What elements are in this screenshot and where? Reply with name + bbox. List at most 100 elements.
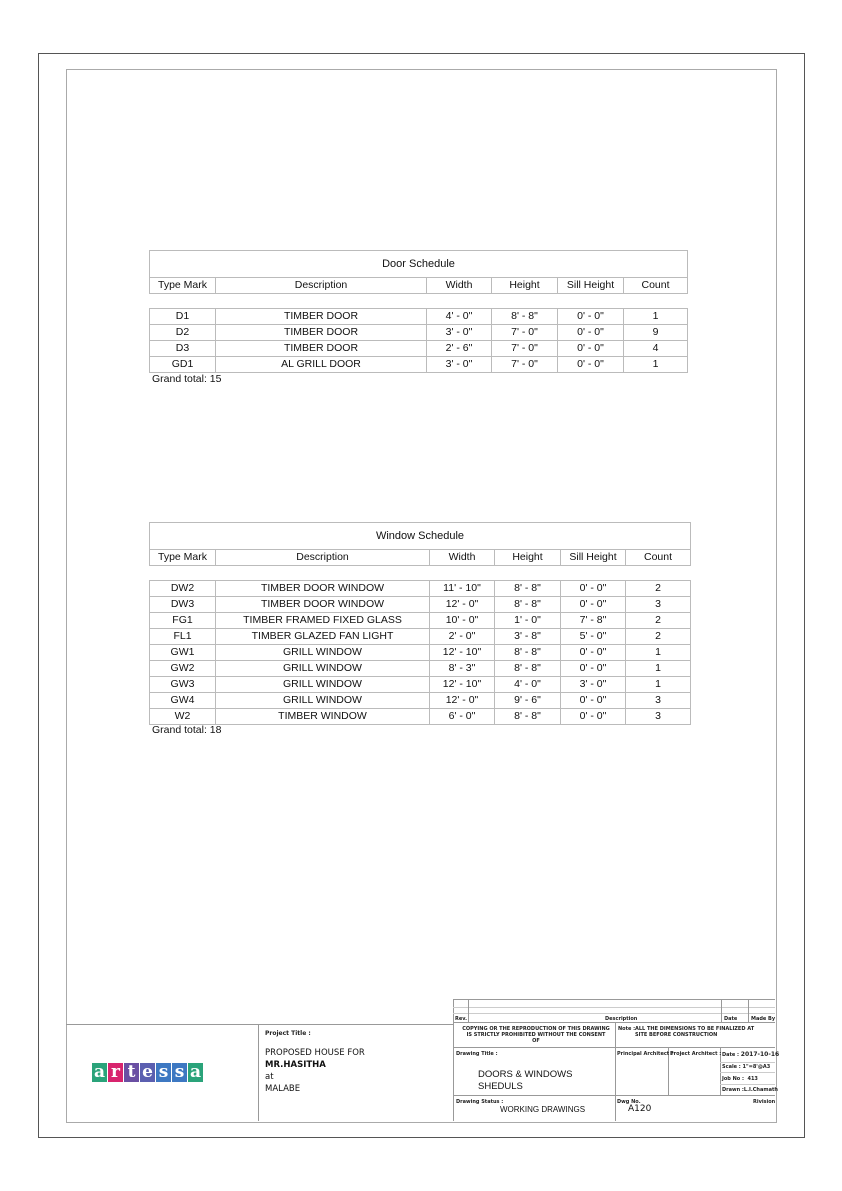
table-cell: 3' - 0" <box>426 324 492 341</box>
schedule-title: Window Schedule <box>149 522 691 550</box>
table-row: D1 TIMBER DOOR 4' - 0" 8' - 8" 0' - 0" 1 <box>149 308 688 325</box>
divider <box>748 999 749 1022</box>
table-cell: 0' - 0" <box>560 580 626 597</box>
table-row: GD1 AL GRILL DOOR 3' - 0" 7' - 0" 0' - 0" 1 <box>149 356 688 373</box>
logo-letter: a <box>188 1062 203 1082</box>
table-cell: 3 <box>625 596 691 613</box>
table-cell: 1 <box>623 356 688 373</box>
description-label: Description <box>605 1016 638 1022</box>
divider <box>721 999 722 1022</box>
door-grand-total: Grand total: 15 <box>152 373 222 385</box>
table-cell: 2 <box>625 580 691 597</box>
project-title-label: Project Title : <box>265 1030 311 1037</box>
date-column-label: Date <box>724 1016 738 1022</box>
project-client: MR.HASITHA <box>265 1060 326 1070</box>
table-cell: 8' - 8" <box>491 308 558 325</box>
logo-letter: s <box>156 1063 171 1082</box>
table-cell: 0' - 0" <box>560 660 626 677</box>
table-cell: GRILL WINDOW <box>215 660 430 677</box>
table-cell: D2 <box>149 324 216 341</box>
project-line: PROPOSED HOUSE FOR <box>265 1048 365 1058</box>
made-by-label: Made By <box>751 1016 776 1022</box>
table-cell: 8' - 8" <box>494 660 561 677</box>
table-cell: GW2 <box>149 660 216 677</box>
table-cell: 8' - 3" <box>429 660 495 677</box>
table-cell: 5' - 0" <box>560 628 626 645</box>
table-cell: 7' - 0" <box>491 356 558 373</box>
table-cell: 7' - 0" <box>491 340 558 357</box>
logo-letter: a <box>92 1062 107 1082</box>
date-label: Date : <box>722 1052 740 1058</box>
divider <box>258 1024 259 1121</box>
table-cell: 3' - 0" <box>560 676 626 693</box>
table-cell: TIMBER DOOR WINDOW <box>215 596 430 613</box>
revision-label: Rivision <box>753 1099 776 1105</box>
table-cell: GRILL WINDOW <box>215 676 430 693</box>
note-label: Note : <box>618 1026 636 1032</box>
note-text: ALL THE DIMENSIONS TO BE FINALIZED AT SI… <box>635 1026 755 1038</box>
job-field: Job No : 413 <box>722 1076 758 1082</box>
divider <box>720 1047 721 1095</box>
column-header: Description <box>215 277 427 294</box>
divider <box>66 1024 453 1025</box>
table-cell: FG1 <box>149 612 216 629</box>
table-row: GW1 GRILL WINDOW 12' - 10" 8' - 8" 0' - 0" 1 <box>149 644 691 661</box>
table-cell: TIMBER WINDOW <box>215 708 430 725</box>
table-cell: GW3 <box>149 676 216 693</box>
divider <box>668 1047 669 1095</box>
dwg-no: A120 <box>628 1104 652 1114</box>
inner-border <box>66 69 777 1123</box>
drawing-title-line: DOORS & WINDOWS <box>478 1069 573 1080</box>
table-cell: 10' - 0" <box>429 612 495 629</box>
table-row: GW2 GRILL WINDOW 8' - 3" 8' - 8" 0' - 0" 1 <box>149 660 691 677</box>
table-cell: 2 <box>625 612 691 629</box>
table-cell: DW3 <box>149 596 216 613</box>
table-cell: TIMBER DOOR <box>215 308 427 325</box>
column-header: Type Mark <box>149 277 216 294</box>
column-header: Height <box>491 277 558 294</box>
table-cell: 9' - 6" <box>494 692 561 709</box>
table-cell: GD1 <box>149 356 216 373</box>
logo-letter: r <box>108 1063 123 1082</box>
table-cell: 0' - 0" <box>560 708 626 725</box>
table-cell: 1 <box>625 660 691 677</box>
table-cell: 3 <box>625 708 691 725</box>
logo-letter: s <box>172 1063 187 1082</box>
table-cell: 4' - 0" <box>494 676 561 693</box>
column-header: Count <box>625 549 691 566</box>
divider <box>453 999 454 1121</box>
divider <box>720 1072 775 1073</box>
table-cell: 8' - 8" <box>494 644 561 661</box>
table-cell: 12' - 0" <box>429 596 495 613</box>
table-cell: 6' - 0" <box>429 708 495 725</box>
logo-letter: t <box>124 1063 139 1082</box>
table-cell: GW1 <box>149 644 216 661</box>
table-cell: TIMBER DOOR <box>215 340 427 357</box>
copyright-notice: COPYING OR THE REPRODUCTION OF THIS DRAW… <box>462 1026 610 1044</box>
table-cell: TIMBER GLAZED FAN LIGHT <box>215 628 430 645</box>
spacer-row <box>149 565 691 581</box>
table-cell: 0' - 0" <box>557 356 624 373</box>
schedule-title: Door Schedule <box>149 250 688 278</box>
table-cell: GW4 <box>149 692 216 709</box>
table-cell: W2 <box>149 708 216 725</box>
table-cell: 0' - 0" <box>557 308 624 325</box>
table-cell: 2 <box>625 628 691 645</box>
divider <box>453 1022 775 1023</box>
job-value: 413 <box>747 1076 758 1082</box>
drawing-title-label: Drawing Title : <box>456 1051 498 1057</box>
table-cell: 0' - 0" <box>557 324 624 341</box>
table-row: GW3 GRILL WINDOW 12' - 10" 4' - 0" 3' - 0" 1 <box>149 676 691 693</box>
scale-value: 1"=8'@A3 <box>742 1064 771 1070</box>
table-cell: 0' - 0" <box>560 692 626 709</box>
table-row: W2 TIMBER WINDOW 6' - 0" 8' - 8" 0' - 0" 3 <box>149 708 691 725</box>
table-cell: TIMBER DOOR <box>215 324 427 341</box>
dwg-no-label: Dwg No. <box>617 1099 641 1105</box>
table-cell: AL GRILL DOOR <box>215 356 427 373</box>
column-header: Height <box>494 549 561 566</box>
window-schedule-table: Window Schedule Type Mark Description Width… <box>149 522 691 725</box>
divider <box>720 1084 775 1085</box>
table-cell: 11' - 10" <box>429 580 495 597</box>
column-header: Sill Height <box>557 277 624 294</box>
